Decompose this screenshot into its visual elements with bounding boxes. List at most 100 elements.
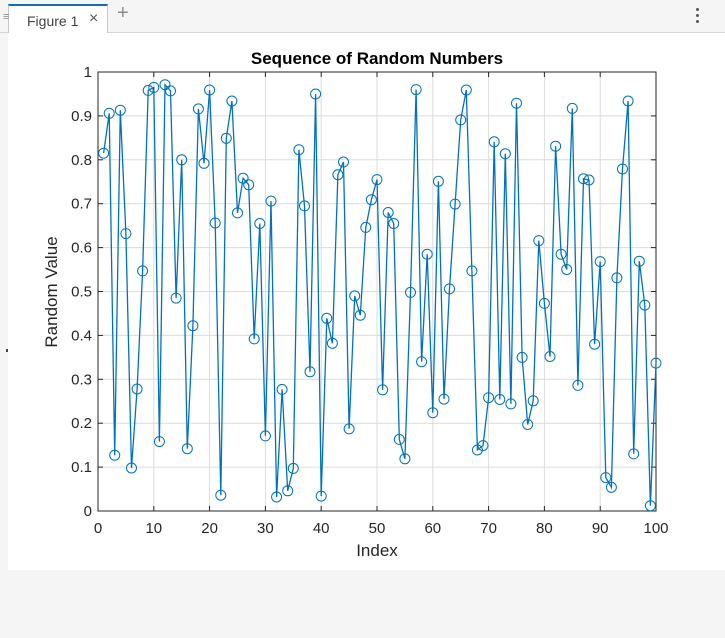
y-tick-label: 0.1 xyxy=(71,459,92,476)
add-tab-icon[interactable]: + xyxy=(117,2,129,24)
data-point xyxy=(254,218,266,229)
data-point xyxy=(142,84,154,96)
data-point xyxy=(644,500,656,512)
y-tick-label: 0.6 xyxy=(71,240,92,257)
data-point xyxy=(165,85,176,97)
data-point xyxy=(304,366,316,378)
data-point xyxy=(432,175,444,187)
drag-handle-icon[interactable]: ≡ xyxy=(3,11,10,23)
data-point xyxy=(516,351,528,363)
x-tick-label: 50 xyxy=(369,520,386,537)
data-point xyxy=(287,462,299,474)
series-markers xyxy=(98,79,662,512)
data-point xyxy=(282,485,294,497)
y-tick-label: 0.8 xyxy=(71,152,92,169)
data-point xyxy=(494,394,506,405)
data-point xyxy=(371,174,383,186)
data-point xyxy=(410,84,422,96)
data-point xyxy=(511,97,522,109)
data-point xyxy=(583,174,595,186)
y-tick-label: 0.4 xyxy=(71,327,92,344)
data-point xyxy=(455,114,467,126)
data-point xyxy=(533,235,545,247)
data-point xyxy=(605,481,617,493)
x-tick-label: 40 xyxy=(313,520,330,537)
data-point xyxy=(98,147,110,159)
data-point xyxy=(103,107,115,119)
data-point xyxy=(315,490,327,502)
data-point xyxy=(388,218,400,229)
data-point xyxy=(310,88,322,100)
data-point xyxy=(360,221,372,233)
data-point xyxy=(192,103,204,115)
data-point xyxy=(243,179,255,191)
tab-label: Figure 1 xyxy=(27,13,79,29)
data-point xyxy=(265,195,277,207)
tab-figure-1[interactable]: ≡ Figure 1 × xyxy=(3,4,108,34)
data-point xyxy=(477,440,489,452)
data-point xyxy=(572,379,584,391)
y-tick-label: 1 xyxy=(84,64,92,81)
data-point xyxy=(566,102,578,114)
data-point xyxy=(276,383,288,395)
data-point xyxy=(326,337,338,349)
splitter-handle[interactable] xyxy=(6,349,8,352)
empty-panel-area xyxy=(8,570,725,638)
data-point xyxy=(377,384,389,396)
data-point xyxy=(226,95,238,107)
data-point xyxy=(594,256,606,268)
data-point xyxy=(338,156,349,168)
ticks: 0 10 20 30 40 50 60 70 80 90 100 0 0.1 0.2 0.3 0.4 0.5 0.… xyxy=(71,64,668,537)
data-point xyxy=(405,286,416,298)
data-point xyxy=(109,449,121,461)
y-tick-label: 0 xyxy=(84,503,92,520)
data-point xyxy=(215,489,227,501)
data-point xyxy=(259,430,271,442)
close-icon[interactable]: × xyxy=(89,10,99,27)
x-tick-label: 100 xyxy=(643,520,668,537)
y-tick-label: 0.9 xyxy=(71,108,92,125)
data-point xyxy=(232,207,243,219)
data-point xyxy=(505,398,517,410)
data-point xyxy=(416,356,428,368)
data-point xyxy=(444,283,455,295)
data-point xyxy=(220,132,232,144)
data-point xyxy=(527,395,539,407)
data-point xyxy=(421,248,433,260)
series-line xyxy=(102,83,657,506)
data-point xyxy=(600,472,612,484)
left-panel-edge xyxy=(0,33,8,638)
data-point xyxy=(159,79,171,91)
y-tick-label: 0.7 xyxy=(71,196,92,213)
data-point xyxy=(460,84,472,96)
data-point xyxy=(578,173,589,185)
data-point xyxy=(544,351,556,362)
x-tick-label: 90 xyxy=(592,520,609,537)
x-axis-label: Index xyxy=(356,541,398,560)
data-point xyxy=(483,392,495,404)
data-point xyxy=(349,290,361,302)
data-point xyxy=(181,443,193,455)
data-point xyxy=(148,81,160,93)
data-point xyxy=(639,299,651,311)
data-point xyxy=(471,444,483,456)
data-point xyxy=(499,148,511,160)
data-point xyxy=(438,393,450,405)
chart-title: Sequence of Random Numbers xyxy=(251,49,503,68)
data-point xyxy=(137,265,149,277)
more-options-icon[interactable] xyxy=(691,6,703,26)
data-point xyxy=(382,207,394,218)
data-point xyxy=(237,172,249,184)
data-point xyxy=(120,228,132,240)
data-point xyxy=(332,169,344,181)
x-tick-label: 70 xyxy=(480,520,497,537)
x-tick-label: 10 xyxy=(145,520,162,537)
data-point xyxy=(617,163,628,175)
data-point xyxy=(354,309,366,321)
data-point xyxy=(561,264,573,275)
x-tick-label: 20 xyxy=(201,520,218,537)
y-tick-label: 0.2 xyxy=(71,415,92,432)
x-tick-label: 80 xyxy=(536,520,553,537)
x-tick-label: 60 xyxy=(424,520,441,537)
